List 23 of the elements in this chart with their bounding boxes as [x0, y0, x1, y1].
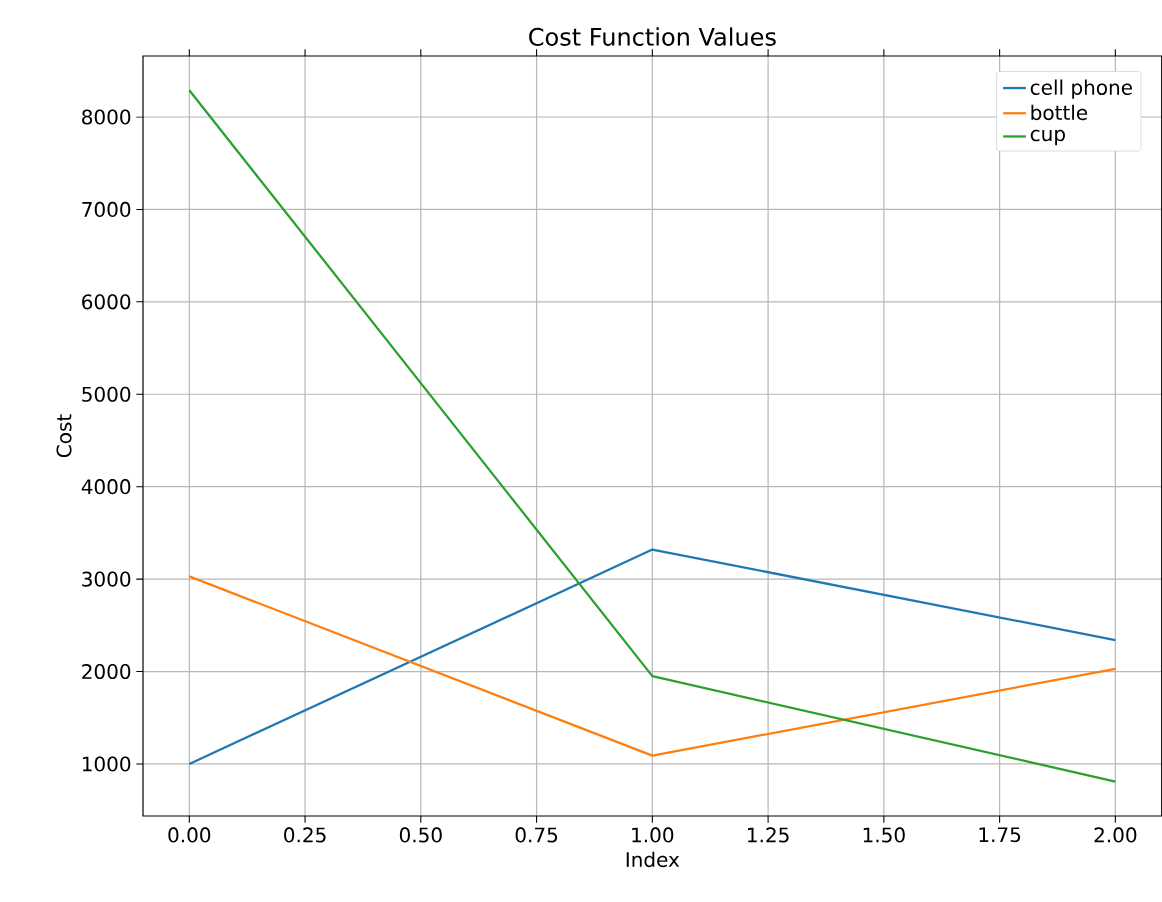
y-tick-label: 1000: [82, 756, 131, 772]
y-tick-label: 7000: [82, 201, 131, 217]
x-tick-label: 0.25: [284, 827, 326, 843]
x-tick-label: 0.75: [515, 827, 558, 843]
chart-title: Cost Function Values: [529, 27, 776, 46]
x-tick-label: 1.25: [748, 827, 789, 843]
y-tick-label: 2000: [82, 663, 131, 680]
x-tick-label: 0.00: [168, 827, 211, 843]
y-tick-label: 6000: [82, 294, 131, 310]
legend-label: cup: [1030, 129, 1065, 146]
legend-label: bottle: [1031, 104, 1088, 121]
x-tick-label: 2.00: [1094, 827, 1137, 843]
legend-label: cell phone: [1030, 79, 1132, 99]
x-tick-label: 0.50: [399, 827, 442, 843]
x-tick-label: 1.00: [632, 827, 674, 843]
y-tick-label: 3000: [82, 571, 131, 587]
y-tick-label: 4000: [81, 479, 131, 495]
y-tick-label: 8000: [82, 109, 131, 125]
y-tick-label: 5000: [82, 386, 131, 402]
y-axis-title: Cost: [56, 414, 72, 458]
x-tick-label: 1.50: [863, 827, 905, 843]
x-tick-label: 1.75: [979, 827, 1021, 843]
x-axis-title: Index: [626, 851, 680, 868]
